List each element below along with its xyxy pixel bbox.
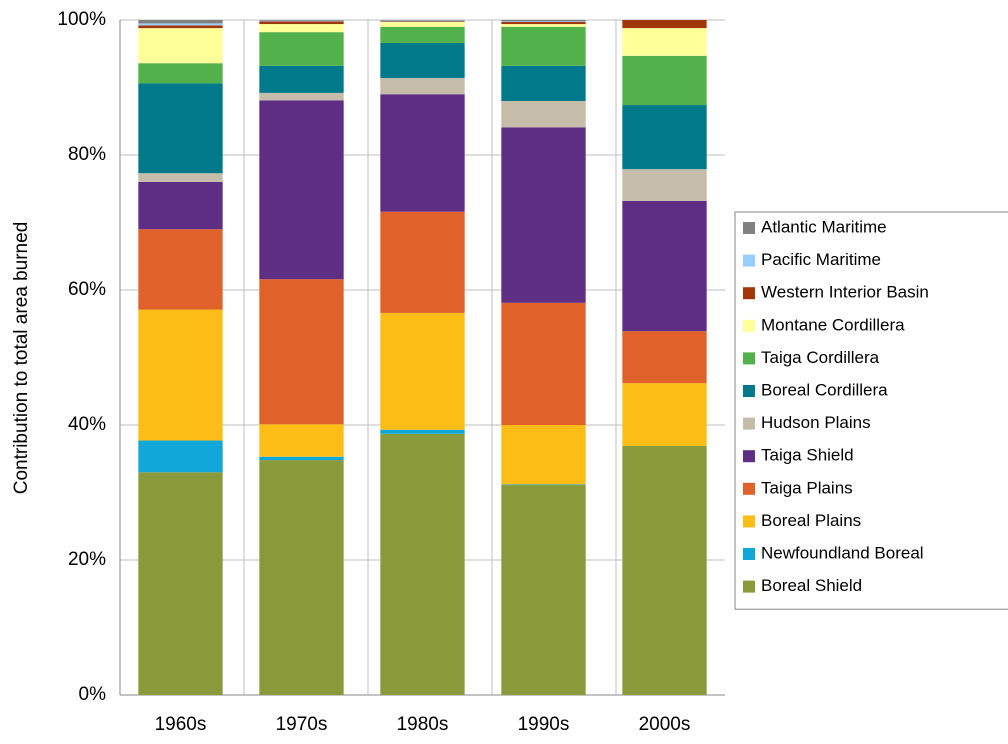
legend-label: Atlantic Maritime: [761, 217, 887, 236]
legend-swatch: [743, 580, 755, 593]
y-tick-label: 80%: [68, 144, 106, 165]
bar-segment: [501, 302, 586, 425]
bar-segment: [622, 445, 707, 695]
bar-segment: [380, 22, 465, 27]
legend: Atlantic Maritime Pacific Maritime Western…: [734, 211, 1008, 610]
bar-segment: [259, 100, 344, 280]
bar-segment: [501, 24, 586, 27]
bar-segment: [259, 20, 344, 21]
legend-box: [734, 211, 1008, 610]
y-axis-label: Contribution to total area burned: [11, 222, 32, 495]
bar-segment: [259, 20, 344, 22]
bar-segment: [380, 433, 465, 695]
bar-segment: [622, 383, 707, 446]
legend-label: Taiga Shield: [761, 446, 854, 465]
legend-label: Taiga Plains: [761, 478, 853, 497]
bar-segment: [622, 20, 707, 29]
bar-segment: [501, 21, 586, 23]
bar-segment: [380, 94, 465, 212]
legend-label: Boreal Plains: [761, 511, 861, 530]
bar-segment: [501, 22, 586, 25]
bar-segment: [259, 24, 344, 33]
legend-swatch: [743, 287, 755, 300]
bar-segment: [138, 173, 223, 182]
legend-label: Western Interior Basin: [761, 283, 929, 302]
legend-label: Taiga Cordillera: [761, 348, 880, 367]
bar-segment: [259, 32, 344, 66]
bar-segment: [138, 309, 223, 441]
bar-segment: [138, 229, 223, 310]
legend-swatch: [743, 417, 755, 430]
legend-swatch: [743, 482, 755, 495]
bar-segment: [380, 26, 465, 43]
bar-segment: [259, 279, 344, 425]
bar-segment: [138, 20, 223, 24]
bar-segment: [380, 312, 465, 430]
legend-label: Montane Cordillera: [761, 315, 905, 334]
bar-segment: [138, 23, 223, 26]
legend-swatch: [743, 254, 755, 267]
bar-segment: [380, 21, 465, 23]
legend-label: Newfoundland Boreal: [761, 543, 924, 562]
bar-segment: [501, 26, 586, 66]
bar-segment: [380, 20, 465, 22]
bar-segment: [380, 42, 465, 79]
bar-segment: [259, 65, 344, 93]
y-tick-label: 0%: [79, 684, 107, 705]
bar-segment: [380, 211, 465, 313]
bar-segment: [622, 28, 707, 56]
legend-label: Boreal Cordillera: [761, 380, 888, 399]
y-tick-label: 20%: [68, 549, 106, 570]
bar-segment: [622, 105, 707, 170]
bar-segment: [259, 21, 344, 25]
legend-label: Boreal Shield: [761, 576, 862, 595]
bar-segment: [259, 92, 344, 101]
bar-segment: [138, 28, 223, 64]
y-tick-label: 100%: [57, 9, 106, 30]
x-tick-label: 1990s: [518, 714, 570, 735]
legend-swatch: [743, 515, 755, 528]
bar-segment: [501, 484, 586, 486]
bar-segment: [501, 65, 586, 101]
legend-swatch: [743, 548, 755, 560]
bar-segment: [380, 78, 465, 95]
bar-segment: [138, 63, 223, 84]
bar-segment: [501, 127, 586, 303]
legend-swatch: [743, 450, 755, 463]
legend-swatch: [743, 319, 755, 332]
bar-segment: [501, 485, 586, 695]
x-tick-label: 1980s: [397, 714, 449, 735]
y-tick-label: 40%: [68, 414, 106, 435]
bar-segment: [622, 331, 707, 384]
bar-segment: [501, 101, 586, 128]
bar-segment: [622, 55, 707, 106]
bar-segment: [138, 182, 223, 230]
bar-segment: [138, 440, 223, 473]
y-tick-label: 60%: [68, 279, 106, 300]
legend-swatch: [743, 352, 755, 365]
x-tick-label: 2000s: [639, 714, 691, 735]
bar-segment: [259, 456, 344, 461]
bar-segment: [501, 20, 586, 22]
bar-segment: [501, 425, 586, 485]
bar-segment: [380, 429, 465, 434]
legend-swatch: [743, 222, 755, 234]
bar-segment: [138, 83, 223, 174]
bar-segment: [138, 25, 223, 29]
bar-segment: [259, 460, 344, 695]
legend-label: Hudson Plains: [761, 413, 871, 432]
x-tick-label: 1960s: [155, 714, 207, 735]
legend-swatch: [743, 385, 755, 397]
bar-segment: [138, 472, 223, 695]
legend-label: Pacific Maritime: [761, 250, 881, 269]
bar-segment: [622, 169, 707, 201]
bar-segment: [259, 424, 344, 457]
bar-segment: [622, 200, 707, 332]
x-tick-label: 1970s: [276, 714, 328, 735]
bar-segment: [380, 20, 465, 21]
